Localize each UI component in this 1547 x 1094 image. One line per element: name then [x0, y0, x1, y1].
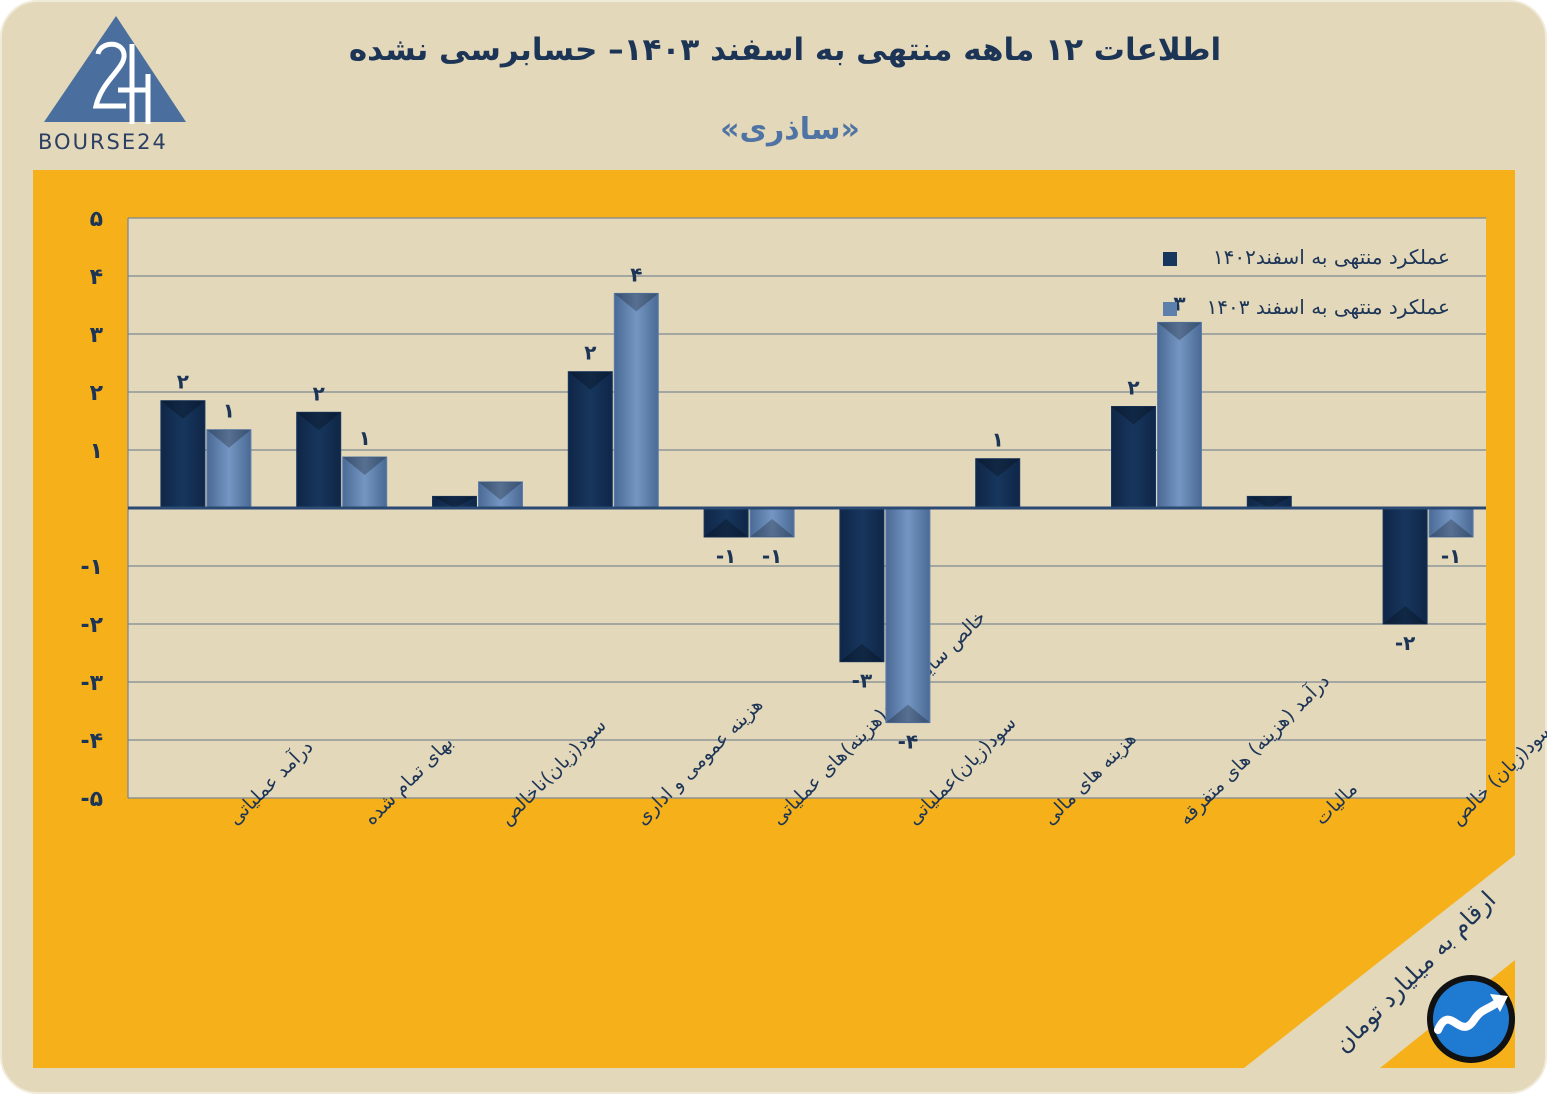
- logo-text: BOURSE24: [38, 130, 168, 154]
- bar-1403: [206, 429, 252, 509]
- bar-1403: [885, 507, 931, 724]
- data-label: ۴: [630, 262, 642, 286]
- bar-bevel: [1429, 519, 1474, 537]
- bar-1402: [975, 458, 1021, 509]
- y-tick-label: -۱: [80, 555, 103, 580]
- bar-1402: [1382, 507, 1428, 625]
- data-label: -۱: [1441, 544, 1462, 568]
- legend-swatch: [1163, 302, 1177, 316]
- page-title: اطلاعات ۱۲ ماهه منتهی به اسفند ۱۴۰۳– حسا…: [348, 32, 1222, 68]
- y-tick-label: ۱: [90, 439, 103, 464]
- bar-bevel: [885, 704, 930, 723]
- bar-1402: [1111, 406, 1156, 509]
- bourse24-logo-icon: [44, 16, 186, 124]
- y-tick-label: -۲: [80, 613, 103, 638]
- y-tick-label: ۳: [90, 323, 104, 348]
- bar-1402: [296, 411, 342, 509]
- y-tick-label: -۳: [80, 671, 103, 696]
- legend-label: عملکرد منتهی به اسفند۱۴۰۲: [1213, 245, 1450, 269]
- bar-1403: [478, 481, 523, 509]
- y-tick-label: ۴: [90, 265, 103, 290]
- y-tick-label: ۵: [90, 207, 103, 232]
- bar-1403: [613, 292, 659, 509]
- data-label: -۱: [716, 544, 737, 568]
- bar-1402: [839, 507, 885, 663]
- bar-bevel: [704, 519, 749, 537]
- data-label: -۴: [898, 730, 919, 754]
- data-label: ۱: [359, 426, 371, 450]
- bar-1403: [342, 456, 388, 509]
- data-label: ۲: [177, 370, 189, 394]
- company-name: «ساذری»: [720, 112, 860, 147]
- bar-bevel: [975, 458, 1020, 477]
- bar-bevel: [1247, 496, 1292, 508]
- bar-1402: [703, 507, 749, 538]
- bar-bevel: [1157, 322, 1202, 341]
- bar-bevel: [160, 400, 205, 419]
- data-label: ۲: [584, 341, 596, 365]
- bar-bevel: [296, 412, 341, 431]
- data-label: -۱: [762, 544, 783, 568]
- bar-bevel: [1111, 406, 1156, 425]
- bar-bevel: [839, 643, 884, 662]
- y-tick-label: ۲: [90, 381, 104, 406]
- bar-1403: [749, 507, 795, 538]
- bar-bevel: [750, 519, 795, 537]
- bar-bevel: [478, 481, 523, 500]
- bar-bevel: [1383, 606, 1428, 624]
- y-tick-label: -۵: [80, 787, 103, 812]
- data-label: ۲: [1127, 376, 1139, 400]
- data-label: ۲: [313, 381, 325, 405]
- bar-bevel: [568, 371, 613, 390]
- data-label: ۱: [223, 399, 235, 423]
- bar-1402: [160, 400, 206, 509]
- bar-bevel: [206, 429, 251, 448]
- legend-swatch: [1163, 252, 1177, 266]
- bar-bevel: [342, 456, 387, 475]
- bar-bevel: [432, 496, 477, 508]
- legend-label: عملکرد منتهی به اسفند ۱۴۰۳: [1207, 295, 1450, 319]
- bar-1402: [567, 371, 613, 509]
- bar-bevel: [614, 293, 659, 312]
- data-label: ۱: [992, 428, 1004, 452]
- data-label: -۳: [852, 669, 873, 693]
- y-tick-label: -۴: [80, 729, 103, 754]
- bar-1403: [1157, 321, 1202, 509]
- trend-arrow-icon: [1427, 975, 1515, 1063]
- data-label: -۲: [1395, 631, 1416, 655]
